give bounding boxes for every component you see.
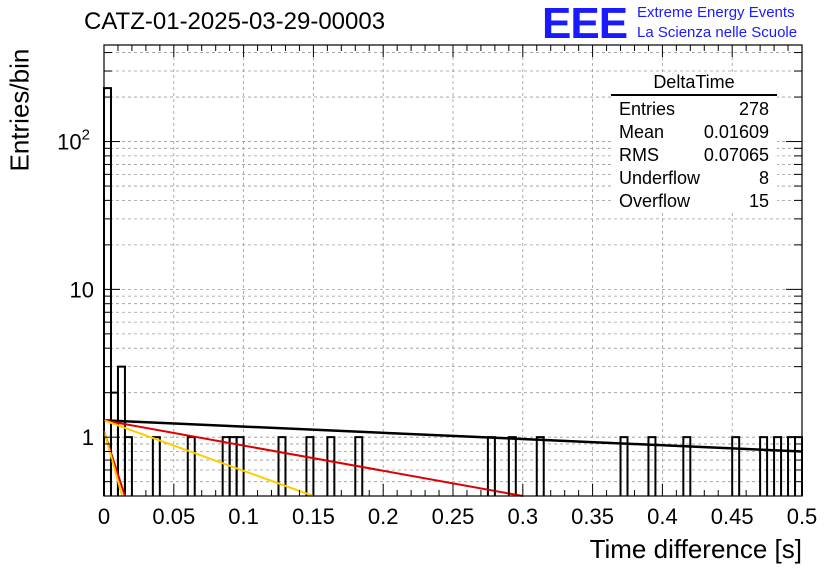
stats-value: 0.07065 — [703, 145, 769, 165]
x-tick-label: 0.35 — [571, 504, 614, 529]
x-tick-label: 0.5 — [787, 504, 818, 529]
histogram-bin — [619, 436, 629, 496]
x-tick-label: 0.15 — [292, 504, 335, 529]
histogram-bin — [794, 436, 803, 496]
logo-subtitle-line1: Extreme Energy Events — [637, 4, 795, 21]
histogram-bin — [305, 436, 315, 496]
fit-curve — [103, 430, 124, 497]
histogram-bin — [186, 436, 196, 496]
x-axis-label: Time difference [s] — [589, 534, 802, 564]
stats-label: Underflow — [619, 168, 701, 188]
fit-curve — [103, 419, 803, 453]
x-tick-label: 0.1 — [228, 504, 259, 529]
stats-row-overflow: Overflow 15 — [611, 190, 777, 213]
x-tick-label: 0 — [98, 504, 110, 529]
x-tick-label: 0.2 — [368, 504, 399, 529]
fit-curve — [103, 419, 523, 497]
histogram-bin — [507, 436, 517, 496]
histogram-bin — [731, 436, 741, 496]
histogram-bin — [535, 436, 545, 496]
fit-curve — [103, 419, 314, 497]
y-tick-label: 102 — [57, 127, 90, 155]
stats-box: DeltaTime Entries 278 Mean 0.01609 RMS 0.07… — [611, 72, 777, 213]
stats-label: Mean — [619, 122, 665, 142]
x-tick-label: 0.05 — [152, 504, 195, 529]
y-tick-label: 1 — [82, 425, 94, 450]
stats-value: 15 — [748, 191, 769, 211]
y-axis-label: Entries/bin — [4, 48, 35, 172]
y-tick-label: 10 — [70, 277, 94, 302]
fit-curves — [103, 419, 803, 497]
stats-label: Entries — [619, 99, 676, 119]
histogram-bin — [647, 436, 657, 496]
histogram-bin — [151, 436, 161, 496]
y-tick-labels: 1 10 102 — [57, 127, 94, 451]
eee-logo: EEE — [542, 0, 628, 48]
axis-ticks — [103, 45, 803, 496]
grid-lines — [104, 45, 802, 496]
histogram-bin — [116, 365, 126, 496]
stats-value: 8 — [758, 168, 769, 188]
stats-row-underflow: Underflow 8 — [611, 167, 777, 190]
histogram-bin — [759, 436, 769, 496]
histogram-bin — [326, 436, 336, 496]
stats-row-rms: RMS 0.07065 — [611, 144, 777, 167]
x-tick-label: 0.4 — [647, 504, 678, 529]
stats-value: 0.01609 — [703, 122, 769, 142]
stats-label: Overflow — [619, 191, 691, 211]
histogram-bin — [235, 436, 245, 496]
x-tick-label: 0.45 — [711, 504, 754, 529]
stats-row-entries: Entries 278 — [611, 98, 777, 121]
x-tick-labels: 0 0.05 0.1 0.15 0.2 0.25 0.3 0.35 0.4 0.45 0.5 — [98, 504, 817, 529]
run-title: CATZ-01-2025-03-29-00003 — [84, 8, 386, 35]
histogram-bin — [486, 436, 496, 496]
x-tick-label: 0.25 — [432, 504, 475, 529]
x-tick-label: 0.3 — [508, 504, 539, 529]
stats-label: RMS — [619, 145, 659, 165]
histogram-bin — [123, 436, 133, 496]
stats-title: DeltaTime — [611, 72, 777, 96]
histogram-bin — [277, 436, 287, 496]
stats-row-mean: Mean 0.01609 — [611, 121, 777, 144]
histogram-bin — [773, 436, 783, 496]
histogram-bin — [787, 436, 797, 496]
logo-subtitle-line2: La Scienza nelle Scuole — [637, 24, 798, 41]
stats-value: 278 — [738, 99, 769, 119]
histogram-bin — [682, 436, 692, 496]
histogram-bin — [221, 436, 231, 496]
